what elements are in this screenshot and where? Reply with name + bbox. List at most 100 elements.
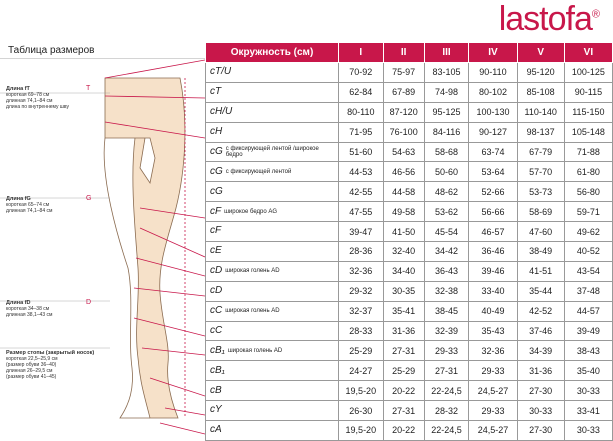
size-table: Окружность (см) I II III IV V VI cT/U 70-92 75-97… [205, 42, 613, 441]
cell: 90-115 [563, 81, 613, 103]
cell: 90-110 [468, 62, 518, 83]
cell: 41-50 [382, 221, 425, 243]
cell: 30-33 [516, 400, 565, 422]
cell: 70-92 [338, 62, 384, 83]
row-label: cT/U [205, 62, 339, 83]
length-line: короткая 69–78 см [6, 92, 50, 98]
cell: 42-52 [516, 300, 565, 322]
cell: 44-57 [563, 300, 613, 322]
cell: 28-32 [423, 400, 470, 422]
row-letter: cC [210, 304, 223, 316]
table-row: cG с фиксирующей лентой 44-53 46-56 50-60 53-… [205, 161, 613, 183]
size-header: V [516, 42, 565, 63]
leg-diagram [0, 58, 205, 435]
cell: 27-31 [382, 400, 425, 422]
cell: 34-39 [516, 340, 565, 362]
cell: 47-60 [516, 221, 565, 243]
cell: 35-40 [563, 360, 613, 382]
cell: 58-69 [516, 201, 565, 223]
cell: 28-36 [338, 241, 384, 262]
table-row: cB₁ широкая голень AD 25-29 27-31 29-33 32-36… [205, 340, 613, 362]
size-header: IV [468, 42, 518, 63]
length-line: длинная 74,1–84 см [6, 208, 53, 214]
cell: 53-64 [468, 161, 518, 183]
header-cell: Окружность (см) [205, 42, 339, 63]
cell: 56-66 [468, 201, 518, 223]
cell: 25-29 [382, 360, 425, 382]
cell: 39-46 [468, 260, 518, 282]
row-label: cA [205, 420, 339, 441]
cell: 22-24,5 [423, 380, 470, 402]
cell: 29-33 [468, 400, 518, 422]
cell: 34-40 [382, 260, 425, 282]
cell: 58-68 [423, 141, 470, 163]
cell: 75-97 [382, 62, 425, 83]
row-label: cC [205, 320, 339, 342]
row-letter: cG [210, 165, 223, 177]
length-label: Длина fD [6, 300, 31, 306]
cell: 31-36 [382, 320, 425, 342]
length-label: Размер стопы (закрытый носок) [6, 350, 95, 356]
cell: 46-56 [382, 161, 425, 183]
row-letter: cD [210, 265, 223, 277]
row-label: cT [205, 81, 339, 103]
row-label: cH/U [205, 101, 339, 123]
cell: 36-43 [423, 260, 470, 282]
table-row: cH/U 80-110 87-120 95-125 100-130 110-140 115-… [205, 101, 613, 123]
size-header: II [382, 42, 425, 63]
cell: 35-41 [382, 300, 425, 322]
cell: 30-35 [382, 280, 425, 302]
size-header: VI [563, 42, 613, 63]
cell: 19,5-20 [338, 420, 384, 441]
size-header: III [423, 42, 470, 63]
cell: 20-22 [382, 380, 425, 402]
row-letter: cB [210, 384, 222, 396]
cell: 32-38 [423, 280, 470, 302]
length-line: короткая 22,5–25,9 см [6, 356, 58, 362]
row-letter: cG [210, 185, 223, 197]
cell: 34-42 [423, 241, 470, 262]
cell: 27-30 [516, 420, 565, 441]
length-label: Длина fG [6, 196, 31, 202]
cell: 37-46 [516, 320, 565, 342]
cell: 22-24,5 [423, 420, 470, 441]
row-label: cG с фиксирующей лентой /широкое бедро [205, 141, 339, 163]
cell: 20-22 [382, 420, 425, 441]
cell: 54-63 [382, 141, 425, 163]
cell: 40-49 [468, 300, 518, 322]
table-row: cF 39-47 41-50 45-54 46-57 47-60 49-62 [205, 221, 613, 243]
cell: 53-62 [423, 201, 470, 223]
cell: 76-100 [382, 121, 425, 143]
length-letter: D [86, 299, 92, 306]
row-label: cB₁ [205, 360, 339, 382]
cell: 29-33 [423, 340, 470, 362]
row-note: широкое бедро AG [224, 208, 278, 215]
row-letter: cD [210, 285, 223, 297]
cell: 32-36 [468, 340, 518, 362]
cell: 33-41 [563, 400, 613, 422]
row-note: широкая голень AD [225, 307, 280, 314]
cell: 61-80 [563, 161, 613, 183]
row-label: cD широкая голень AD [205, 260, 339, 282]
cell: 56-80 [563, 181, 613, 203]
cell: 98-137 [516, 121, 565, 143]
row-note: с фиксирующей лентой /широкое бедро [225, 146, 319, 158]
cell: 110-140 [516, 101, 565, 123]
row-letter: cF [210, 205, 222, 217]
cell: 26-30 [338, 400, 384, 422]
row-letter: cA [210, 424, 222, 436]
cell: 24-27 [338, 360, 384, 382]
length-label: Длина fT [6, 86, 30, 92]
cell: 24,5-27 [468, 380, 518, 402]
row-letter: cC [210, 324, 223, 336]
row-note: широкая голень AD [227, 347, 283, 354]
table-row: cA 19,5-20 20-22 22-24,5 24,5-27 27-30 30-33 [205, 420, 613, 441]
cell: 74-98 [423, 81, 470, 103]
cell: 30-33 [563, 380, 613, 402]
cell: 41-51 [516, 260, 565, 282]
cell: 62-84 [338, 81, 384, 103]
length-line: длинная 38,1–43 см [6, 312, 53, 318]
table-row: cF широкое бедро AG 47-55 49-58 53-62 56-66 58… [205, 201, 613, 223]
table-row: cB₁ 24-27 25-29 27-31 29-33 31-36 35-40 [205, 360, 613, 382]
